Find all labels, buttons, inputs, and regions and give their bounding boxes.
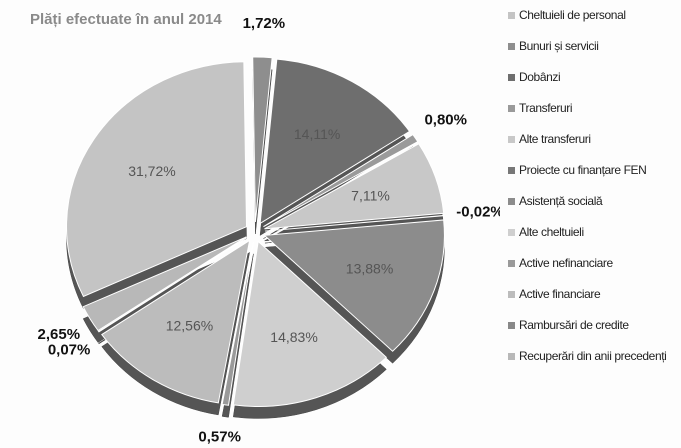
legend-swatch bbox=[508, 322, 515, 329]
legend-label: Alte transferuri bbox=[519, 132, 591, 146]
slice bbox=[264, 214, 445, 232]
data-label: 14,83% bbox=[270, 329, 317, 345]
data-label: 7,11% bbox=[351, 188, 390, 204]
legend-item: Dobânzi bbox=[508, 70, 678, 101]
legend-swatch bbox=[508, 105, 515, 112]
legend: Cheltuieli de personal Bunuri și servicii… bbox=[508, 8, 678, 380]
legend-item: Rambursări de credite bbox=[508, 318, 678, 349]
legend-item: Active nefinanciare bbox=[508, 256, 678, 287]
legend-label: Asistență socială bbox=[519, 194, 603, 208]
legend-swatch bbox=[508, 74, 515, 81]
legend-label: Transferuri bbox=[519, 101, 573, 115]
slice bbox=[82, 236, 247, 332]
legend-label: Active nefinanciare bbox=[519, 256, 613, 270]
legend-swatch bbox=[508, 260, 515, 267]
data-label: 0,80% bbox=[424, 111, 467, 128]
slice bbox=[264, 143, 445, 230]
data-label: 1,72% bbox=[243, 15, 286, 32]
legend-item: Alte cheltuieli bbox=[508, 225, 678, 256]
slice bbox=[263, 219, 445, 352]
data-label: 0,57% bbox=[198, 428, 241, 445]
data-label: 2,65% bbox=[38, 326, 81, 343]
legend-item: Bunuri și servicii bbox=[508, 39, 678, 70]
data-label: -0,02% bbox=[456, 203, 500, 220]
data-label: 31,72% bbox=[128, 163, 175, 179]
legend-swatch bbox=[508, 291, 515, 298]
legend-label: Bunuri și servicii bbox=[519, 39, 599, 53]
legend-label: Proiecte cu finanțare FEN bbox=[519, 163, 647, 177]
legend-label: Recuperări din anii precedenți bbox=[519, 349, 667, 363]
legend-swatch bbox=[508, 353, 515, 360]
slice bbox=[232, 240, 388, 407]
legend-label: Alte cheltuieli bbox=[519, 225, 584, 239]
slice bbox=[221, 241, 254, 406]
legend-swatch bbox=[508, 136, 515, 143]
legend-label: Active financiare bbox=[519, 287, 601, 301]
data-label: 13,88% bbox=[346, 260, 393, 276]
legend-swatch bbox=[508, 167, 515, 174]
legend-swatch bbox=[508, 229, 515, 236]
legend-swatch bbox=[508, 12, 515, 19]
legend-item: Recuperări din anii precedenți bbox=[508, 349, 678, 380]
slice bbox=[263, 133, 419, 228]
legend-label: Rambursări de credite bbox=[519, 318, 629, 332]
legend-item: Active financiare bbox=[508, 287, 678, 318]
slice bbox=[66, 61, 248, 298]
slice bbox=[259, 58, 411, 225]
legend-item: Transferuri bbox=[508, 101, 678, 132]
slice bbox=[252, 56, 273, 223]
slice bbox=[97, 237, 248, 333]
legend-item: Proiecte cu finanțare FEN bbox=[508, 163, 678, 194]
chart-title: Plăți efectuate în anul 2014 bbox=[30, 11, 222, 28]
legend-item: Cheltuieli de personal bbox=[508, 8, 678, 39]
legend-swatch bbox=[508, 198, 515, 205]
data-label: 0,07% bbox=[48, 341, 91, 358]
legend-item: Alte transferuri bbox=[508, 132, 678, 163]
legend-swatch bbox=[508, 43, 515, 50]
chart: Plăți efectuate în anul 2014 31,72% 1,72%… bbox=[30, 11, 500, 445]
slice bbox=[101, 239, 251, 404]
legend-item: Asistență socială bbox=[508, 194, 678, 225]
legend-label: Dobânzi bbox=[519, 70, 561, 84]
legend-label: Cheltuieli de personal bbox=[519, 8, 626, 22]
data-label: 12,56% bbox=[166, 317, 213, 333]
data-label: 14,11% bbox=[294, 126, 340, 142]
